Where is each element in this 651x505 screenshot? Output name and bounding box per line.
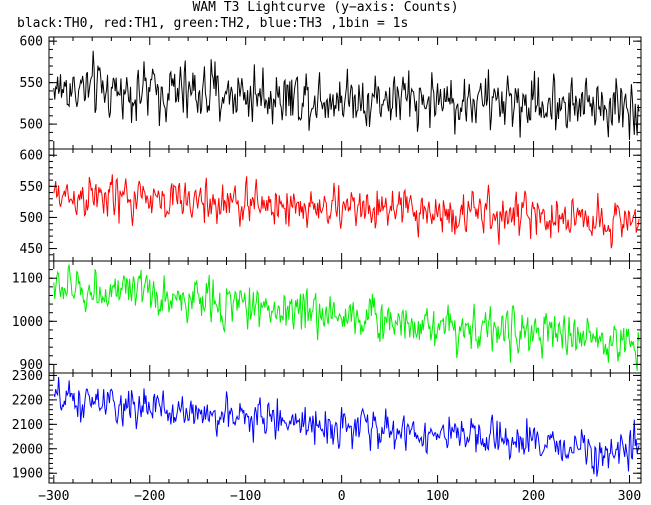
panel-th1: 450 500 550 600 xyxy=(20,148,642,262)
y-tick-label: 450 xyxy=(20,242,43,257)
y-tick-label: 2200 xyxy=(12,393,43,408)
x-tick-label: 100 xyxy=(426,489,449,504)
panel-th2: 900 1000 1100 xyxy=(12,260,642,374)
y-tick-label: 2000 xyxy=(12,442,43,457)
y-tick-label: 1000 xyxy=(12,315,43,330)
panel-frame xyxy=(48,36,642,150)
series-line-th1 xyxy=(53,174,640,249)
y-tick-label: 600 xyxy=(20,149,43,164)
figure-subtitle: black:TH0, red:TH1, green:TH2, blue:TH3 … xyxy=(17,16,409,31)
y-tick-label: 2100 xyxy=(12,418,43,433)
y-tick-label: 500 xyxy=(20,211,43,226)
x-tick-label: −100 xyxy=(230,489,261,504)
series-line-th3 xyxy=(53,376,640,477)
y-tick-label: 1900 xyxy=(12,467,43,482)
x-tick-label: 0 xyxy=(338,489,346,504)
panel-frame xyxy=(48,372,642,484)
y-tick-label: 600 xyxy=(20,35,43,50)
panel-th0: 500 550 600 xyxy=(20,35,642,150)
series-line-th2 xyxy=(53,264,640,371)
x-tick-label: −300 xyxy=(38,489,69,504)
panel-th3: 1900 2000 2100 2200 2300 xyxy=(12,369,642,484)
y-tick-label: 2300 xyxy=(12,369,43,384)
y-tick-label: 1100 xyxy=(12,272,43,287)
x-tick-label: 300 xyxy=(618,489,641,504)
x-tick-label: 200 xyxy=(522,489,545,504)
figure-title: WAM T3 Lightcurve (y−axis: Counts) xyxy=(192,0,459,15)
y-tick-label: 550 xyxy=(20,76,43,91)
x-tick-label: −200 xyxy=(134,489,165,504)
y-tick-label: 900 xyxy=(20,358,43,373)
y-tick-label: 500 xyxy=(20,118,43,133)
series-line-th0 xyxy=(53,50,640,140)
y-tick-label: 550 xyxy=(20,180,43,195)
